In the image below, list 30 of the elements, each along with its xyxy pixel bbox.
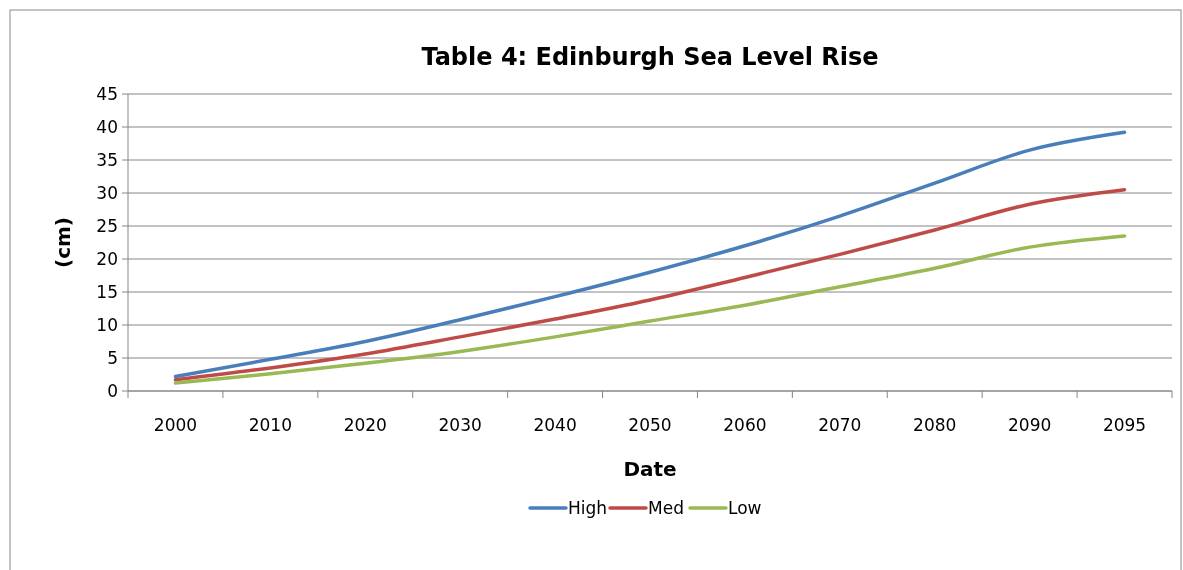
- y-tick-label: 20: [96, 248, 118, 269]
- x-tick-label: 2080: [913, 415, 957, 435]
- x-tick-label: 2000: [153, 415, 198, 435]
- x-tick-label: 2020: [343, 415, 387, 435]
- x-axis-title: Date: [623, 457, 677, 481]
- x-tick-label: 2090: [1008, 415, 1052, 435]
- y-tick-label: 10: [96, 314, 118, 335]
- x-tick-label: 2095: [1102, 415, 1147, 435]
- y-tick-label: 15: [96, 281, 118, 302]
- legend-label: Low: [728, 497, 762, 518]
- y-tick-label: 30: [96, 182, 118, 203]
- y-tick-label: 0: [107, 380, 118, 401]
- x-tick-label: 2030: [438, 415, 482, 435]
- y-tick-label: 40: [96, 116, 118, 137]
- legend-label: High: [568, 497, 608, 518]
- y-tick-label: 25: [96, 215, 118, 236]
- x-tick-label: 2060: [723, 415, 767, 435]
- x-tick-label: 2050: [628, 415, 672, 435]
- x-tick-label: 2010: [248, 415, 292, 435]
- line-series: [173, 234, 1127, 385]
- y-tick-label: 45: [96, 83, 118, 104]
- legend-label: Med: [648, 497, 684, 518]
- y-tick-label: 5: [107, 347, 118, 368]
- x-tick-label: 2070: [818, 415, 862, 435]
- line-series: [173, 187, 1127, 382]
- line-series: [173, 130, 1127, 379]
- x-tick-label: 2040: [533, 415, 577, 435]
- y-axis-title: (cm): [51, 217, 75, 268]
- y-tick-label: 35: [96, 149, 118, 170]
- chart-title: Table 4: Edinburgh Sea Level Rise: [421, 43, 879, 71]
